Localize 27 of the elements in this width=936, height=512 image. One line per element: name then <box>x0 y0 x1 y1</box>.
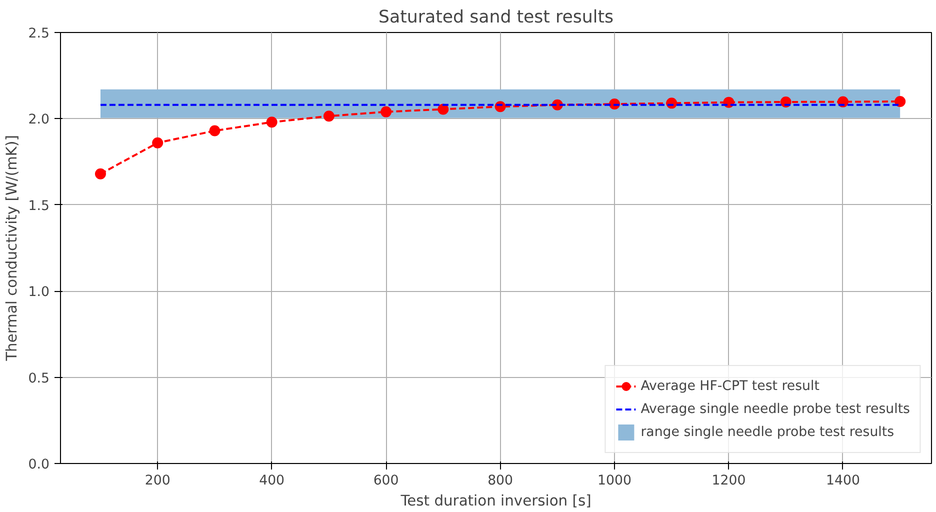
y-tick-label: 1.5 <box>28 198 50 214</box>
legend-label: Average HF-CPT test result <box>640 378 820 394</box>
y-axis-title: Thermal conductivity [W/(mK)] <box>3 135 20 362</box>
y-tick-label: 1.0 <box>28 285 50 300</box>
point <box>209 125 220 136</box>
point <box>380 106 392 118</box>
x-tick-label: 1000 <box>598 474 632 488</box>
point <box>438 104 449 115</box>
legend-label: Average single needle probe test results <box>640 402 910 416</box>
point <box>323 110 334 122</box>
point <box>894 96 906 107</box>
x-tick-label: 800 <box>488 474 514 488</box>
chart-title: Saturated sand test results <box>378 8 614 28</box>
point <box>266 116 278 128</box>
x-tick-label: 600 <box>373 474 399 488</box>
legend-label: range single needle probe test results <box>640 424 894 440</box>
y-tick-label: 2.5 <box>28 26 50 42</box>
y-tick-label: 2.0 <box>28 112 50 128</box>
point <box>94 168 106 180</box>
y-tick-label: 0.5 <box>28 371 50 386</box>
y-tick-label: 0.0 <box>28 458 50 472</box>
x-axis-title: Test duration inversion [s] <box>400 492 592 510</box>
x-tick-label: 1200 <box>712 474 746 488</box>
x-tick-label: 200 <box>144 474 170 488</box>
point <box>152 137 164 148</box>
x-tick-label: 400 <box>259 474 285 488</box>
x-tick-label: 1400 <box>826 474 860 488</box>
